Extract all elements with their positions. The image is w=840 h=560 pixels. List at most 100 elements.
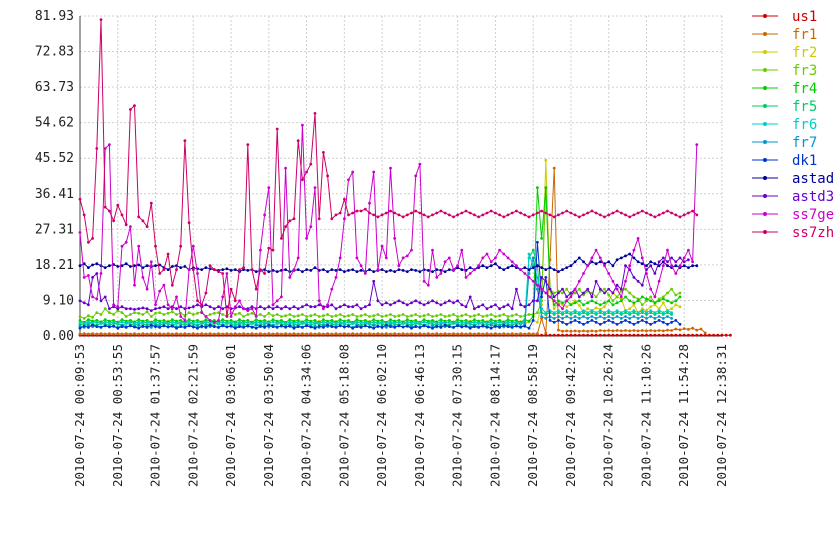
data-point xyxy=(443,321,447,325)
data-point xyxy=(577,287,581,291)
legend-label: fr7 xyxy=(792,135,817,151)
data-point xyxy=(544,291,548,295)
series-fr1 xyxy=(78,166,707,336)
legend: us1 fr1 fr2 fr3 fr4 fr5 fr6 fr7 dk1 astad astd3 ss7… xyxy=(752,9,834,241)
data-point xyxy=(636,260,640,264)
data-point xyxy=(363,207,367,211)
data-point xyxy=(229,287,233,291)
data-point xyxy=(200,324,204,328)
data-point xyxy=(473,325,476,328)
data-point xyxy=(208,313,212,316)
data-point xyxy=(661,317,665,320)
data-point xyxy=(221,318,225,321)
data-point xyxy=(687,266,690,269)
data-point xyxy=(322,318,325,321)
data-point xyxy=(376,313,380,316)
data-point xyxy=(666,260,669,264)
data-point xyxy=(313,326,317,330)
data-point xyxy=(322,151,325,154)
data-point xyxy=(322,326,325,329)
data-point xyxy=(275,127,279,131)
data-point xyxy=(280,332,283,336)
data-point xyxy=(343,217,346,221)
data-point xyxy=(477,264,480,268)
data-point xyxy=(401,325,405,329)
data-point xyxy=(179,244,183,248)
data-point xyxy=(372,318,376,321)
data-point xyxy=(313,320,317,324)
x-tick-label: 2010-07-24 03:50:04 xyxy=(261,344,276,487)
data-point xyxy=(649,264,653,268)
data-point xyxy=(343,325,346,329)
data-point xyxy=(87,266,90,269)
grid xyxy=(79,15,723,337)
data-point xyxy=(468,272,472,275)
series-line-fr6 xyxy=(79,253,672,325)
data-point xyxy=(628,329,632,333)
data-point xyxy=(615,315,619,318)
legend-marker xyxy=(763,86,767,90)
data-point xyxy=(393,211,397,215)
data-point xyxy=(527,272,531,275)
data-point xyxy=(603,305,606,309)
data-point xyxy=(426,283,430,287)
x-tick-label: 2010-07-24 09:42:22 xyxy=(563,344,578,487)
data-point xyxy=(187,332,191,336)
data-point xyxy=(343,332,346,336)
data-point xyxy=(238,268,241,271)
data-point xyxy=(183,332,187,336)
data-point xyxy=(456,324,459,328)
data-point xyxy=(619,299,623,303)
data-point xyxy=(561,291,564,295)
data-point xyxy=(124,321,128,325)
data-point xyxy=(326,174,329,178)
data-point xyxy=(435,332,439,336)
data-point xyxy=(233,299,237,303)
data-point xyxy=(103,147,107,150)
data-point xyxy=(280,295,283,299)
data-point xyxy=(557,319,560,322)
data-point xyxy=(376,299,380,303)
data-point xyxy=(397,213,401,217)
data-point xyxy=(363,272,367,275)
data-point xyxy=(670,329,673,332)
data-point xyxy=(506,325,510,328)
data-point xyxy=(196,311,199,315)
data-point xyxy=(380,332,384,336)
data-point xyxy=(561,211,564,215)
data-point xyxy=(666,299,669,303)
data-point xyxy=(460,314,464,318)
data-point xyxy=(389,318,392,321)
data-point xyxy=(527,268,531,271)
data-point xyxy=(305,324,308,328)
data-point xyxy=(393,237,397,240)
data-point xyxy=(489,320,493,324)
data-point xyxy=(292,315,296,318)
data-point xyxy=(426,301,430,305)
data-point xyxy=(309,225,313,229)
data-point xyxy=(397,264,401,268)
data-point xyxy=(653,215,657,219)
data-point xyxy=(170,265,174,268)
data-point xyxy=(322,268,325,271)
legend-label: fr4 xyxy=(792,81,817,97)
data-point xyxy=(162,332,166,336)
data-point xyxy=(179,332,183,336)
data-point xyxy=(389,325,392,328)
data-point xyxy=(489,318,493,321)
data-point xyxy=(389,313,392,316)
data-point xyxy=(250,325,254,329)
data-point xyxy=(615,295,619,299)
data-point xyxy=(439,303,443,307)
data-point xyxy=(565,333,569,337)
data-point xyxy=(78,299,82,303)
data-point xyxy=(661,333,665,337)
data-point xyxy=(460,332,464,336)
data-point xyxy=(531,266,535,269)
data-point xyxy=(129,313,132,316)
data-point xyxy=(670,320,673,324)
data-point xyxy=(175,313,178,316)
data-point xyxy=(384,332,388,336)
data-point xyxy=(410,248,413,252)
data-point xyxy=(695,264,699,268)
